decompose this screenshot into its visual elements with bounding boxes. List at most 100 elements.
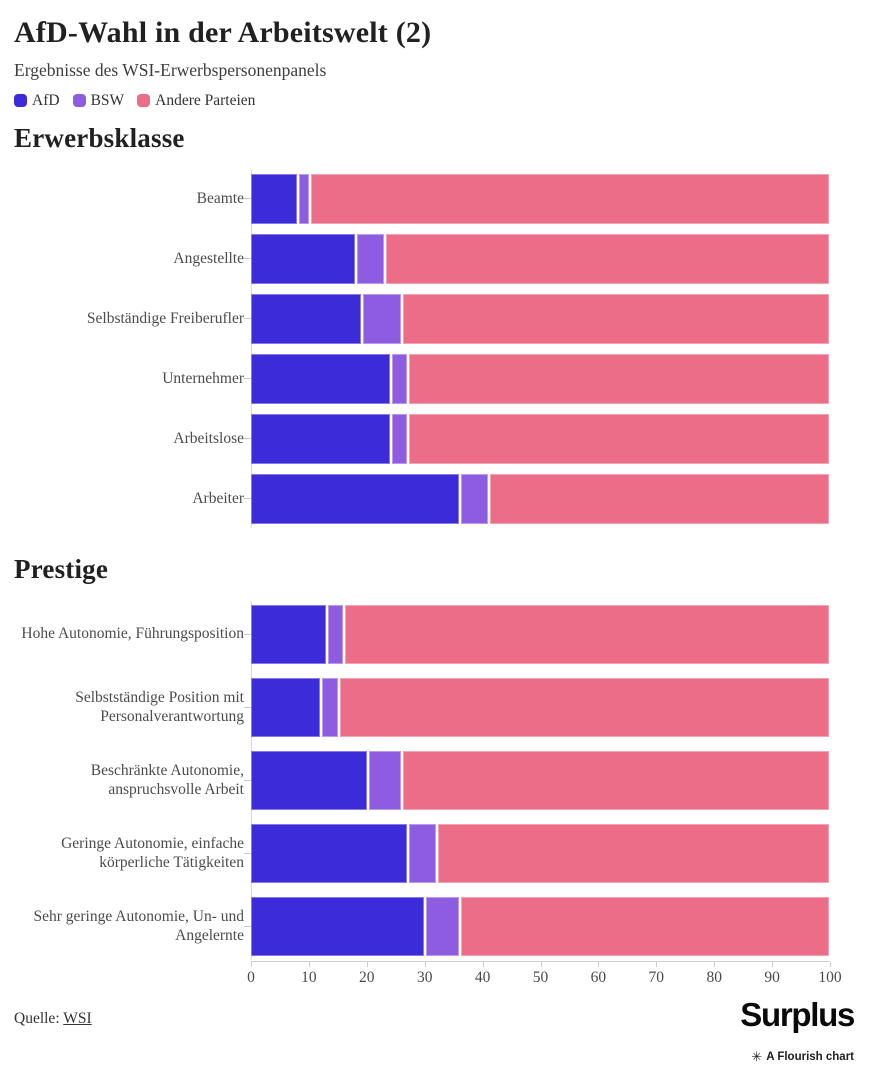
bar-row: Unternehmer — [14, 353, 882, 404]
source-link[interactable]: WSI — [63, 1010, 92, 1027]
footer: Quelle: WSI Surplus ✳ A Flourish chart — [14, 996, 855, 1063]
category-label: Arbeitslose — [173, 429, 244, 447]
flourish-credit[interactable]: ✳ A Flourish chart — [740, 1050, 854, 1063]
axis-tick — [656, 961, 658, 967]
legend: AfD BSW Andere Parteien — [14, 92, 882, 110]
category-tick — [244, 438, 251, 439]
category-label: Selbstständige Position mit Personalvera… — [75, 688, 244, 725]
bar-segment-andere-parteien[interactable] — [435, 823, 829, 883]
bar-segment-afd[interactable] — [251, 413, 390, 464]
bar-segment-andere-parteien[interactable] — [487, 473, 829, 524]
erwerbsklasse-chart: Beamte Angestellte Selbständige Freiberufl… — [14, 169, 882, 528]
bar-segment-andere-parteien[interactable] — [407, 353, 829, 404]
stacked-bar — [251, 604, 829, 664]
surplus-logo: Surplus — [740, 996, 855, 1033]
page-title: AfD-Wahl in der Arbeitswelt (2) — [14, 16, 432, 49]
bar-segment-afd[interactable] — [251, 823, 408, 883]
x-axis: 0 10 20 30 40 50 60 70 80 90 100 — [247, 960, 842, 991]
stacked-bar — [251, 750, 829, 810]
axis-tick — [251, 961, 252, 967]
axis-tick-label: 20 — [359, 968, 375, 986]
stacked-bar — [251, 896, 829, 956]
axis-tick-label: 10 — [301, 968, 317, 986]
legend-swatch-icon — [137, 94, 151, 107]
axis-tick — [540, 961, 542, 967]
bar-segment-bsw[interactable] — [326, 604, 344, 664]
legend-item-andere-parteien[interactable]: Andere Parteien — [137, 92, 255, 110]
bar-segment-andere-parteien[interactable] — [308, 173, 829, 224]
bar-segment-andere-parteien[interactable] — [401, 750, 829, 810]
source-prefix: Quelle: — [14, 1010, 64, 1027]
stacked-bar — [251, 413, 829, 464]
flourish-credit-label: A Flourish chart — [766, 1050, 854, 1063]
category-tick — [244, 318, 251, 319]
category-label: Arbeiter — [192, 489, 244, 507]
category-label: Beschränkte Autonomie, anspruchsvolle Ar… — [90, 761, 244, 798]
bar-segment-bsw[interactable] — [389, 353, 408, 404]
axis-tick-label: 50 — [532, 968, 549, 986]
stacked-bar — [251, 823, 829, 883]
bar-segment-bsw[interactable] — [355, 233, 384, 284]
legend-item-bsw[interactable]: BSW — [72, 92, 124, 110]
bar-row: Selbstständige Position mit Personalvera… — [14, 677, 882, 737]
bar-segment-bsw[interactable] — [360, 293, 402, 344]
category-label: Unternehmer — [162, 369, 244, 387]
category-tick — [244, 706, 251, 708]
axis-tick-label: 90 — [764, 968, 780, 986]
bar-segment-afd[interactable] — [251, 896, 425, 956]
category-label: Hohe Autonomie, Führungsposition — [21, 625, 244, 643]
bar-segment-andere-parteien[interactable] — [407, 413, 829, 464]
bar-segment-afd[interactable] — [251, 604, 327, 664]
category-label: Angestellte — [173, 249, 244, 267]
category-tick — [244, 779, 251, 781]
bar-segment-andere-parteien[interactable] — [383, 233, 829, 284]
category-tick — [244, 198, 251, 199]
category-tick — [244, 852, 251, 854]
stacked-bar — [251, 353, 829, 404]
bar-segment-afd[interactable] — [251, 293, 361, 344]
stacked-bar — [251, 473, 829, 524]
bar-segment-afd[interactable] — [251, 353, 390, 404]
axis-tick-label: 40 — [474, 968, 491, 986]
bar-segment-bsw[interactable] — [424, 896, 460, 956]
bar-segment-afd[interactable] — [251, 750, 367, 810]
stacked-bar — [251, 233, 829, 284]
bar-segment-bsw[interactable] — [459, 473, 488, 524]
category-tick — [244, 633, 251, 635]
section-prestige: Prestige Hohe Autonomie, Führungspositio… — [14, 554, 882, 991]
bar-row: Arbeiter — [14, 473, 882, 524]
axis-tick-label: 100 — [818, 968, 842, 986]
bar-segment-bsw[interactable] — [389, 413, 408, 464]
bar-segment-bsw[interactable] — [320, 677, 338, 737]
legend-swatch-icon — [72, 94, 86, 107]
bar-row: Arbeitslose — [14, 413, 882, 464]
legend-label: AfD — [32, 91, 60, 109]
axis-tick — [772, 961, 774, 967]
category-label: Sehr geringe Autonomie, Un- und Angelern… — [33, 907, 244, 944]
bar-segment-andere-parteien[interactable] — [337, 677, 829, 737]
legend-label: Andere Parteien — [155, 91, 256, 109]
bar-segment-afd[interactable] — [251, 233, 356, 284]
bar-row: Geringe Autonomie, einfache körperliche … — [14, 823, 882, 883]
bar-row: Beschränkte Autonomie, anspruchsvolle Ar… — [14, 750, 882, 810]
stacked-bar — [251, 173, 829, 224]
axis-tick-label: 80 — [706, 968, 722, 986]
bar-segment-bsw[interactable] — [297, 173, 309, 224]
bar-segment-andere-parteien[interactable] — [459, 896, 829, 956]
bar-segment-bsw[interactable] — [407, 823, 436, 883]
flourish-asterisk-icon: ✳ — [751, 1049, 763, 1064]
legend-item-afd[interactable]: AfD — [14, 92, 60, 110]
bar-segment-andere-parteien[interactable] — [401, 293, 829, 344]
bar-segment-afd[interactable] — [251, 677, 321, 737]
bar-segment-andere-parteien[interactable] — [343, 604, 829, 664]
category-label: Selbständige Freiberufler — [86, 309, 244, 327]
bar-segment-afd[interactable] — [251, 473, 460, 524]
bar-segment-afd[interactable] — [251, 173, 298, 224]
prestige-chart: Hohe Autonomie, Führungsposition Selbstst… — [14, 600, 882, 960]
category-tick — [244, 378, 251, 379]
stacked-bar — [251, 677, 829, 737]
brand-column: Surplus ✳ A Flourish chart — [740, 996, 855, 1063]
bar-segment-bsw[interactable] — [366, 750, 402, 810]
axis-tick-label: 60 — [590, 968, 607, 986]
bar-row: Angestellte — [14, 233, 882, 284]
